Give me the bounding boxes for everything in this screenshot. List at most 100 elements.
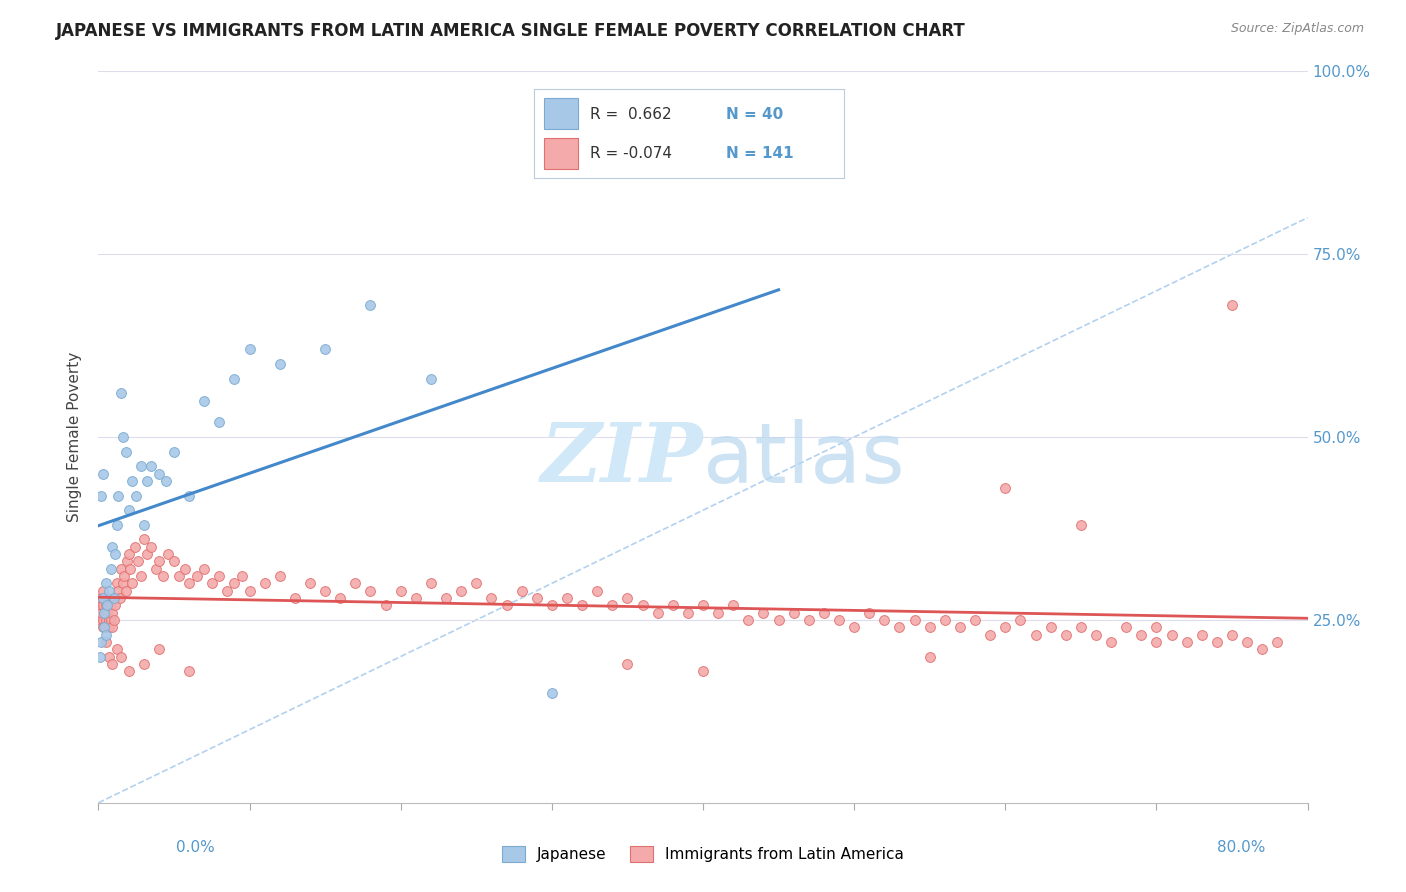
Point — [661, 599, 683, 613]
Point — [125, 489, 148, 503]
Point — [104, 599, 127, 613]
Point — [1085, 627, 1108, 641]
Point — [104, 547, 127, 561]
Point — [105, 576, 128, 591]
Point — [647, 606, 669, 620]
Point — [141, 459, 163, 474]
Point — [127, 554, 149, 568]
Point — [173, 562, 195, 576]
Point — [1010, 613, 1032, 627]
Point — [91, 620, 114, 634]
Point — [152, 569, 174, 583]
Point — [91, 591, 114, 605]
Point — [100, 562, 122, 576]
Point — [450, 583, 472, 598]
Point — [91, 467, 114, 481]
Point — [155, 474, 177, 488]
Point — [904, 613, 927, 627]
Point — [132, 533, 155, 547]
Point — [602, 599, 624, 613]
Point — [105, 517, 128, 532]
Point — [465, 576, 488, 591]
Point — [481, 591, 503, 605]
Point — [163, 444, 186, 458]
Text: N = 40: N = 40 — [725, 107, 783, 121]
Point — [186, 569, 208, 583]
Point — [121, 576, 143, 591]
Point — [631, 599, 654, 613]
Point — [692, 664, 714, 678]
Point — [167, 569, 190, 583]
Point — [108, 591, 131, 605]
Point — [148, 642, 170, 657]
Point — [110, 386, 132, 401]
Point — [526, 591, 548, 605]
Point — [314, 583, 336, 598]
Point — [101, 606, 124, 620]
Point — [94, 635, 117, 649]
Point — [1024, 627, 1046, 641]
Text: ZIP: ZIP — [540, 419, 703, 499]
Text: JAPANESE VS IMMIGRANTS FROM LATIN AMERICA SINGLE FEMALE POVERTY CORRELATION CHAR: JAPANESE VS IMMIGRANTS FROM LATIN AMERIC… — [56, 22, 966, 40]
Point — [94, 599, 117, 613]
Point — [1039, 620, 1062, 634]
Point — [434, 591, 457, 605]
Point — [934, 613, 956, 627]
Point — [101, 657, 124, 671]
Point — [91, 599, 114, 613]
Text: atlas: atlas — [703, 418, 904, 500]
Point — [676, 606, 699, 620]
Point — [495, 599, 517, 613]
Point — [1191, 627, 1213, 641]
Point — [813, 606, 835, 620]
Point — [90, 591, 112, 605]
Point — [90, 606, 112, 620]
Point — [231, 569, 253, 583]
Point — [111, 430, 134, 444]
Point — [107, 489, 129, 503]
Point — [1099, 635, 1122, 649]
Point — [107, 583, 129, 598]
Point — [1070, 517, 1092, 532]
Point — [1220, 627, 1243, 641]
Point — [540, 686, 562, 700]
Point — [1220, 298, 1243, 312]
Point — [420, 576, 443, 591]
Point — [329, 591, 352, 605]
Point — [374, 599, 396, 613]
Point — [179, 664, 201, 678]
Point — [239, 343, 262, 357]
Legend: Japanese, Immigrants from Latin America: Japanese, Immigrants from Latin America — [496, 840, 910, 868]
Point — [389, 583, 412, 598]
Point — [253, 576, 276, 591]
Point — [1267, 635, 1289, 649]
Point — [208, 569, 231, 583]
Text: 0.0%: 0.0% — [176, 840, 215, 855]
Point — [124, 540, 146, 554]
Point — [114, 444, 136, 458]
Point — [215, 583, 238, 598]
Y-axis label: Single Female Poverty: Single Female Poverty — [67, 352, 83, 522]
Point — [100, 613, 122, 627]
Point — [844, 620, 866, 634]
Point — [828, 613, 851, 627]
Point — [114, 583, 136, 598]
Point — [949, 620, 972, 634]
Point — [163, 554, 186, 568]
Point — [1144, 635, 1167, 649]
Point — [737, 613, 759, 627]
Point — [98, 583, 121, 598]
Point — [93, 606, 115, 620]
Point — [118, 547, 141, 561]
Point — [201, 576, 224, 591]
Point — [692, 599, 714, 613]
Point — [89, 599, 111, 613]
Point — [224, 371, 246, 385]
Point — [1054, 627, 1077, 641]
Point — [89, 649, 111, 664]
Point — [98, 649, 121, 664]
Point — [94, 620, 117, 634]
Point — [148, 467, 170, 481]
Point — [103, 591, 125, 605]
Point — [193, 562, 215, 576]
